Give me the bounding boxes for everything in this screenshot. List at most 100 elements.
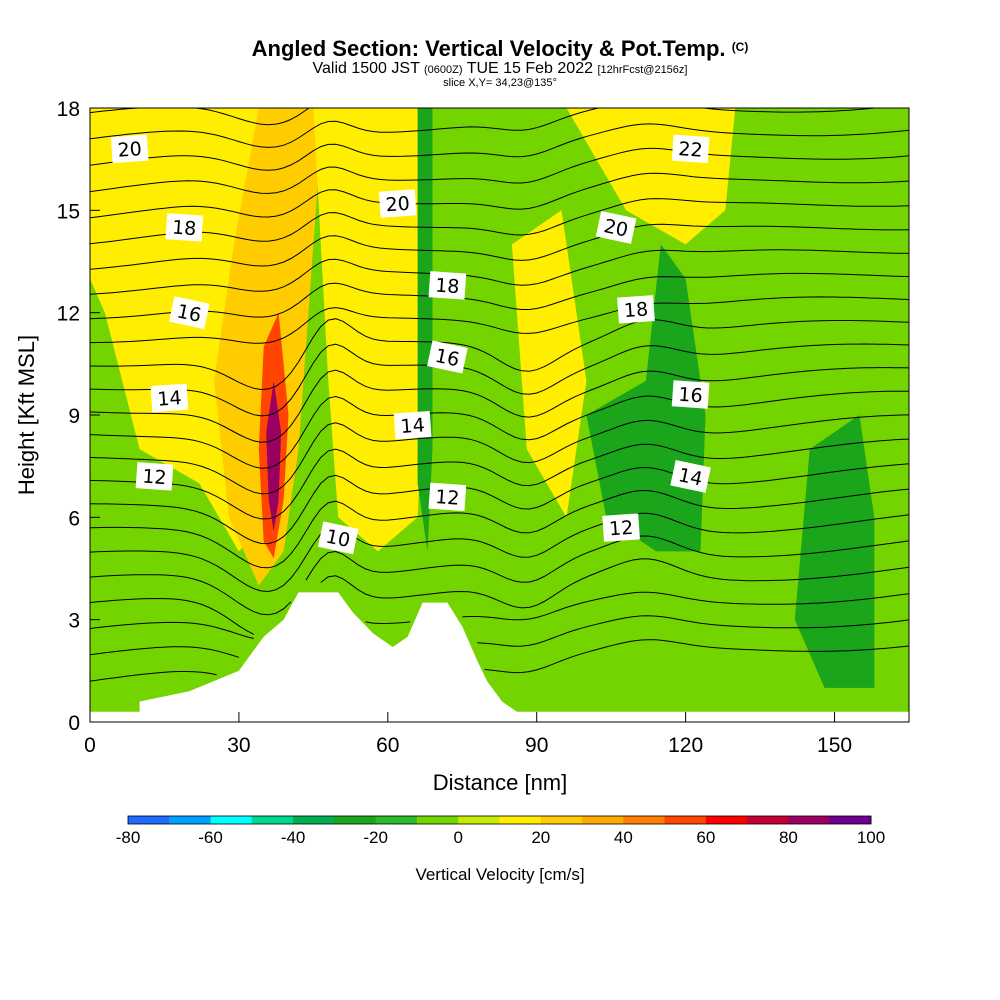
colorbar-tick-label: -80 (116, 828, 141, 847)
x-tick-label: 150 (817, 734, 852, 757)
contour-label-text: 16 (175, 300, 203, 327)
x-tick-label: 60 (376, 734, 399, 757)
contour-label-text: 18 (171, 217, 197, 241)
colorbar-segment (375, 816, 418, 824)
theta-contour-line (90, 198, 909, 245)
terrain (90, 592, 909, 722)
chart-title: Angled Section: Vertical Velocity & Pot.… (251, 36, 749, 61)
contour-label: 18 (165, 213, 204, 242)
theta-contour-line (90, 615, 909, 658)
x-tick-label: 30 (227, 734, 250, 757)
contour-label-text: 12 (434, 486, 460, 510)
contour-labels: 20 18 16 14 12 10 20 18 16 14 12 20 18 16 14 12 22 (110, 134, 711, 555)
contour-label: 18 (428, 271, 467, 300)
contour-label: 12 (135, 462, 174, 491)
contour-label-text: 14 (400, 414, 426, 438)
contour-label: 20 (110, 134, 149, 164)
theta-contour-line (90, 558, 909, 635)
contour-label: 12 (428, 482, 467, 512)
colorbar-segment (169, 816, 212, 824)
y-tick-label: 18 (57, 98, 80, 121)
slice-info: slice X,Y= 34,23@135° (443, 77, 557, 89)
colorbar-segment (251, 816, 294, 824)
colorbar-segment (788, 816, 831, 824)
x-tick-label: 90 (525, 734, 548, 757)
colorbar-tick-label: -40 (281, 828, 306, 847)
velocity-region-6 (417, 108, 433, 552)
contour-label: 22 (671, 134, 710, 164)
colorbar-tick-label: 60 (696, 828, 715, 847)
colorbar-tick-label: 20 (531, 828, 550, 847)
contour-label-text: 20 (385, 193, 411, 217)
theta-contour-line (90, 463, 909, 545)
contour-label-text: 14 (157, 387, 183, 411)
x-tick-label: 0 (84, 734, 96, 757)
colorbar-segment (540, 816, 583, 824)
theta-contour-line (90, 488, 909, 569)
contour-label: 12 (602, 513, 640, 542)
y-axis-label: Height [Kft MSL] (14, 335, 39, 495)
colorbar-segment (128, 816, 170, 824)
colorbar-segment (747, 816, 789, 824)
colorbar-tick-label: 100 (857, 828, 885, 847)
velocity-region-8 (794, 415, 875, 688)
theta-contour-line (90, 535, 909, 616)
contour-label: 18 (617, 295, 655, 324)
colorbar-tick-label: -60 (198, 828, 223, 847)
theta-contour-line (90, 108, 881, 148)
colorbar-frame (127, 815, 872, 825)
plot-area: 20 18 16 14 12 10 20 18 16 14 12 20 18 16 14 12 22 (90, 108, 909, 722)
theta-contour-line (90, 414, 909, 495)
theta-contour-line (90, 108, 392, 126)
theta-contour-line (90, 172, 909, 219)
y-tick-label: 3 (68, 610, 80, 633)
theta-contour-line (90, 123, 909, 171)
theta-contour-line (90, 249, 909, 295)
theta-contour-line (90, 390, 909, 469)
theta-contour-line (90, 318, 909, 391)
y-tick-label: 0 (68, 712, 80, 735)
theta-contours (90, 108, 909, 682)
contour-label: 16 (427, 340, 468, 374)
colorbar-tick-label: 0 (453, 828, 462, 847)
contour-label-text: 12 (608, 517, 634, 541)
contour-label-text: 12 (142, 466, 168, 490)
contour-label: 20 (378, 189, 417, 218)
theta-contour-line (90, 343, 909, 417)
colorbar-segment (582, 816, 624, 824)
colorbar-segment (416, 816, 459, 824)
theta-contour-line (90, 272, 909, 320)
theta-contour-line (90, 591, 909, 639)
theta-contour-line (90, 512, 909, 593)
contour-label-text: 10 (324, 526, 352, 553)
theta-contour-line (90, 223, 909, 270)
colorbar-tick-label: 80 (779, 828, 798, 847)
colorbar-segment (705, 816, 748, 824)
y-tick-label: 12 (57, 303, 80, 326)
contour-label: 14 (393, 410, 432, 440)
contour-label-text: 22 (678, 138, 704, 162)
theta-contour-line (90, 147, 909, 194)
contour-label-text: 16 (433, 345, 461, 372)
theta-contour-line (90, 639, 909, 682)
colorbar-tick-label: 40 (614, 828, 633, 847)
theta-contour-line (90, 296, 909, 344)
colorbar-segment (664, 816, 707, 824)
x-tick-label: 120 (668, 734, 703, 757)
contour-label-text: 14 (676, 464, 704, 491)
colorbar-segment (293, 816, 335, 824)
colorbar-segment (499, 816, 542, 824)
contour-label: 14 (670, 459, 711, 493)
x-axis-label: Distance [nm] (433, 770, 568, 795)
colorbar-tick-label: -20 (363, 828, 388, 847)
contour-label-text: 20 (117, 138, 143, 162)
colorbar-segment (623, 816, 666, 824)
theta-contour-line (90, 438, 909, 520)
colorbar-segment (829, 816, 872, 824)
theta-contour-line (90, 367, 909, 443)
contour-label: 10 (317, 521, 359, 555)
y-tick-label: 9 (68, 405, 80, 428)
contour-label-text: 18 (623, 298, 649, 322)
contour-label: 20 (595, 210, 637, 244)
